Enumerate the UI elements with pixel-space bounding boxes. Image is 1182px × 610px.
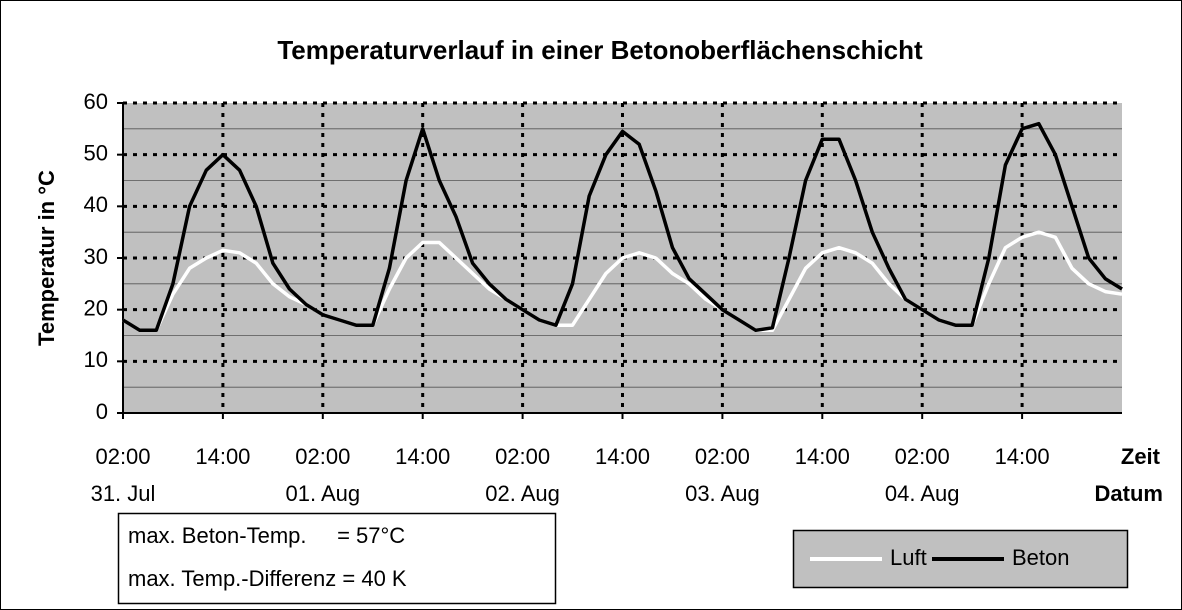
x-tick-label: 14:00: [795, 444, 850, 469]
legend-label: Beton: [1012, 545, 1070, 570]
annotation: max. Temp.-Differenz = 40 K: [128, 566, 407, 591]
annotation-box: [117, 512, 557, 605]
x-tick-label: 02:00: [95, 444, 150, 469]
x-tick-label: 14:00: [395, 444, 450, 469]
x-axis-label: Zeit: [1121, 444, 1161, 469]
y-tick-label: 40: [84, 192, 108, 217]
legend-label: Luft: [890, 545, 927, 570]
chart-title: Temperaturverlauf in einer Betonoberfläc…: [277, 35, 923, 65]
date-label: 02. Aug: [485, 481, 560, 506]
y-tick-label: 0: [96, 399, 108, 424]
line-series: [122, 121, 1123, 333]
date-axis-label: Datum: [1095, 481, 1163, 506]
y-tick-label: 50: [84, 140, 108, 165]
date-label: 04. Aug: [885, 481, 960, 506]
x-tick-label: 02:00: [895, 444, 950, 469]
y-tick-label: 10: [84, 347, 108, 372]
y-tick-label: 30: [84, 244, 108, 269]
x-tick-label: 14:00: [195, 444, 250, 469]
date-label: 31. Jul: [91, 481, 156, 506]
x-tick-label: 02:00: [495, 444, 550, 469]
x-tick-label: 14:00: [995, 444, 1050, 469]
y-tick-label: 20: [84, 295, 108, 320]
x-tick-label: 02:00: [295, 444, 350, 469]
y-axis-label: Temperatur in °C: [34, 170, 59, 346]
date-label: 01. Aug: [285, 481, 360, 506]
date-label: 03. Aug: [685, 481, 760, 506]
x-tick-label: 14:00: [595, 444, 650, 469]
x-tick-label: 02:00: [695, 444, 750, 469]
annotation: max. Beton-Temp. = 57°C: [128, 523, 405, 548]
y-tick-label: 60: [84, 89, 108, 114]
